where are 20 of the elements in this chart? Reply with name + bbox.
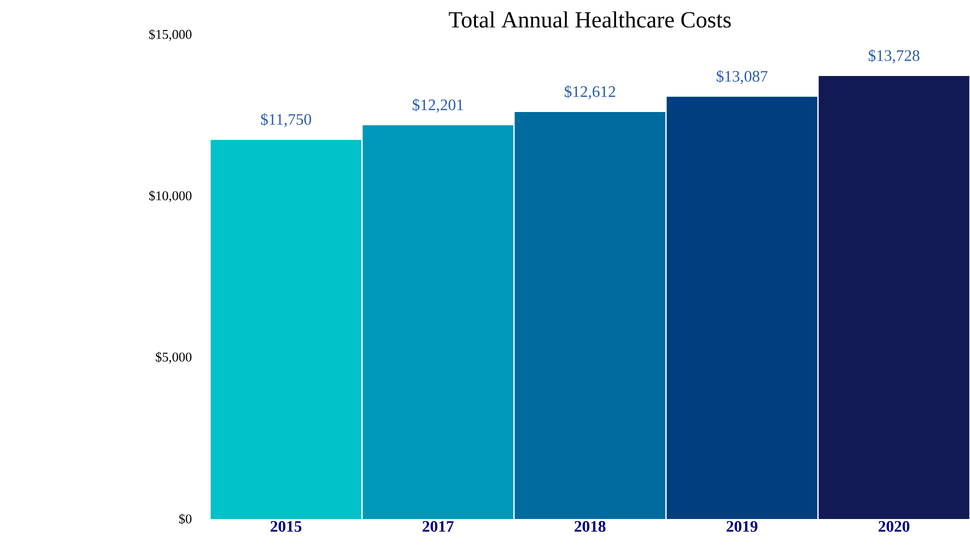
data-label: $13,728 [868,49,920,64]
x-tick-label: 2019 [726,521,758,532]
data-label: $13,087 [716,70,768,84]
y-tick-label: $0 [179,514,192,524]
bar [210,140,362,519]
x-tick-label: 2020 [878,521,910,532]
x-tick-label: 2017 [422,521,454,532]
y-tick-label: $10,000 [149,190,192,202]
bar [818,76,970,519]
x-tick-label: 2018 [574,521,606,532]
data-label: $12,201 [412,98,464,113]
bar [666,96,818,519]
data-label: $12,612 [564,85,616,100]
data-label: $11,750 [260,113,312,128]
bar [362,125,514,519]
y-tick-label: $15,000 [149,29,192,41]
y-tick-label: $5,000 [156,352,192,364]
bar [514,112,666,519]
x-tick-label: 2015 [270,521,302,532]
chart-title: Total Annual Healthcare Costs [448,11,731,28]
